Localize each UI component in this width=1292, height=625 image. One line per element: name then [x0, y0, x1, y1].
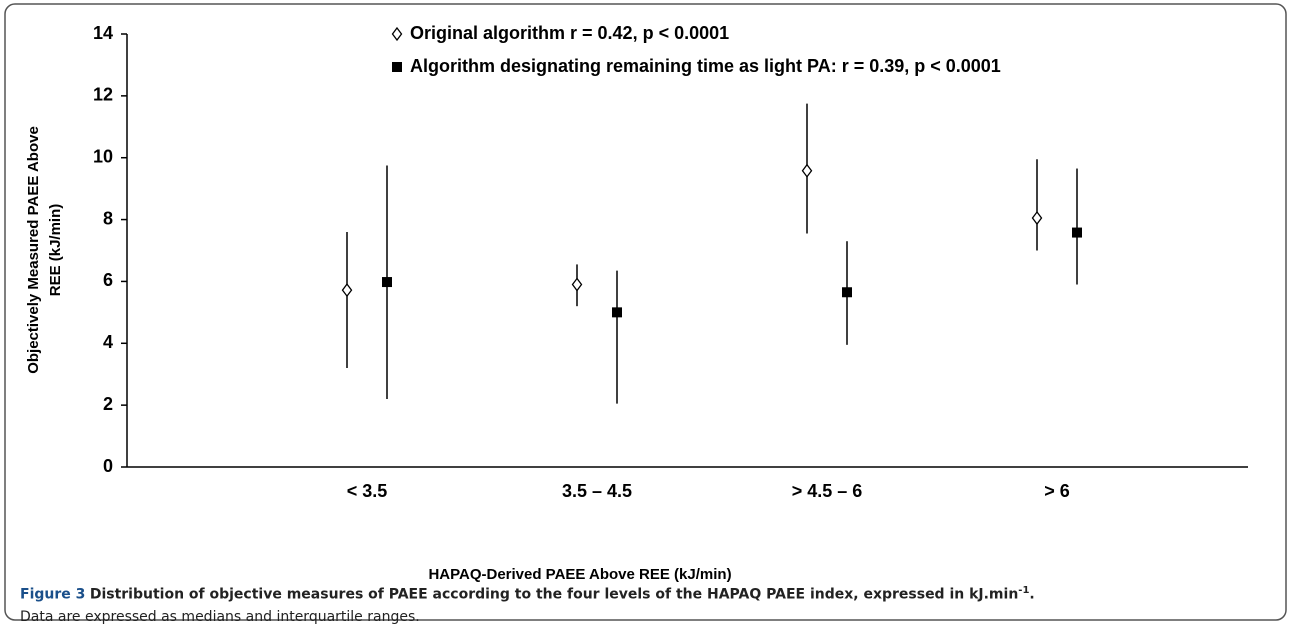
caption-note: Data are expressed as medians and interq… — [20, 608, 420, 625]
x-tick-label: > 6 — [1044, 481, 1070, 501]
median-marker — [801, 163, 813, 178]
x-tick-label: 3.5 – 4.5 — [562, 481, 632, 501]
caption-end: . — [1029, 586, 1035, 603]
y-tick-label: 6 — [103, 270, 113, 290]
y-axis-title: Objectively Measured PAEE Above — [25, 126, 42, 374]
y-tick-label: 0 — [103, 456, 113, 476]
median-marker — [842, 287, 852, 298]
caption-superscript: -1 — [1018, 585, 1030, 596]
median-marker — [1031, 210, 1043, 226]
y-tick-label: 10 — [93, 146, 113, 166]
x-tick-label: > 4.5 – 6 — [792, 481, 863, 501]
legend-marker — [391, 26, 403, 42]
legend-marker — [392, 62, 402, 72]
frame — [4, 3, 1287, 621]
median-marker — [341, 283, 353, 298]
y-axis-title: REE (kJ/min) — [47, 204, 64, 297]
median-marker — [1072, 227, 1082, 238]
x-axis-title: HAPAQ-Derived PAEE Above REE (kJ/min) — [428, 566, 731, 583]
y-tick-label: 2 — [103, 394, 113, 414]
y-tick-label: 14 — [93, 23, 113, 43]
legend-label: Original algorithm r = 0.42, p < 0.0001 — [410, 23, 729, 43]
legend-label: Algorithm designating remaining time as … — [410, 56, 1001, 76]
caption-label: Figure 3 — [20, 586, 86, 603]
median-marker — [612, 307, 622, 318]
median-marker — [382, 277, 392, 288]
y-tick-label: 8 — [103, 208, 113, 228]
caption-title: Distribution of objective measures of PA… — [89, 586, 1019, 603]
y-tick-label: 12 — [93, 85, 113, 105]
x-tick-label: < 3.5 — [347, 481, 388, 501]
median-marker — [571, 277, 583, 292]
y-tick-label: 4 — [103, 332, 113, 352]
caption: Figure 3 Distribution of objective measu… — [20, 580, 1280, 625]
